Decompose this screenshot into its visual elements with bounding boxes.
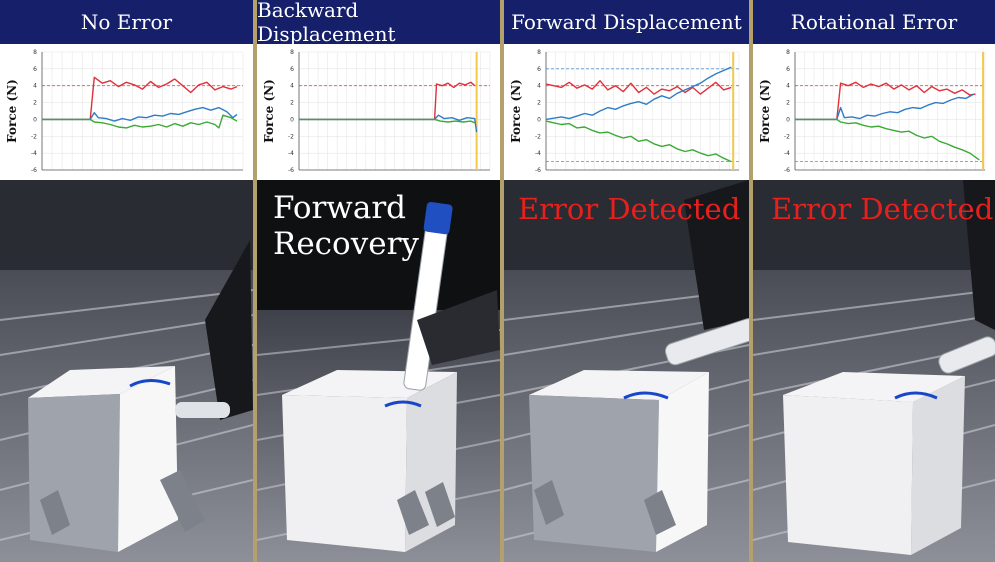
- panel-title: Backward Displacement: [257, 0, 500, 44]
- y-tick-label: 4: [537, 83, 541, 90]
- y-tick-label: 2: [290, 100, 294, 107]
- robot-scene-photo: [504, 180, 749, 562]
- y-tick-label: -2: [784, 133, 790, 140]
- force-chart-svg: -6 -4 -2 0 2 4 6 8 Force (N): [257, 44, 500, 180]
- y-tick-label: -6: [288, 167, 294, 174]
- y-tick-label: 8: [786, 49, 790, 56]
- y-axis-label: Force (N): [758, 79, 772, 143]
- y-tick-label: -4: [288, 150, 294, 157]
- panel-title: Forward Displacement: [504, 0, 749, 44]
- y-tick-label: -6: [31, 167, 37, 174]
- robot-scene-photo: [753, 180, 995, 562]
- overlay-caption: Error Detected: [771, 192, 993, 226]
- y-tick-label: 0: [537, 116, 541, 123]
- force-chart: -6 -4 -2 0 2 4 6 8 Force (N): [753, 44, 995, 180]
- y-tick-label: 4: [290, 83, 294, 90]
- y-axis-label: Force (N): [509, 79, 523, 143]
- series-line-blue: [299, 115, 477, 132]
- y-tick-label: 2: [786, 100, 790, 107]
- panel-rotational-error: Rotational Error -6 -4 -2 0 2 4 6 8 Force (N): [753, 0, 995, 562]
- series-line-red: [299, 82, 475, 119]
- y-axis-label: Force (N): [5, 79, 19, 143]
- series-line-green: [299, 119, 475, 122]
- y-tick-label: 2: [537, 100, 541, 107]
- panel-backward-displacement: Backward Displacement -6 -4 -2 0 2 4 6 8 Force (…: [257, 0, 500, 562]
- y-tick-label: -2: [31, 133, 37, 140]
- force-chart-svg: -6 -4 -2 0 2 4 6 8 Force (N): [0, 44, 253, 180]
- force-chart: -6 -4 -2 0 2 4 6 8 Force (N): [257, 44, 500, 180]
- y-tick-label: 6: [290, 66, 294, 73]
- y-tick-label: 8: [33, 49, 37, 56]
- overlay-caption: Forward Recovery: [273, 190, 433, 262]
- y-tick-label: -2: [535, 133, 541, 140]
- y-tick-label: 4: [786, 83, 790, 90]
- series-line-red: [42, 77, 237, 119]
- y-tick-label: -4: [784, 150, 790, 157]
- y-tick-label: 6: [33, 66, 37, 73]
- scene-illustration: [753, 180, 995, 562]
- y-tick-label: -6: [535, 167, 541, 174]
- y-tick-label: -2: [288, 133, 294, 140]
- y-tick-label: -4: [31, 150, 37, 157]
- y-tick-label: -4: [535, 150, 541, 157]
- y-tick-label: 0: [33, 116, 37, 123]
- force-chart-svg: -6 -4 -2 0 2 4 6 8 Force (N): [504, 44, 749, 180]
- series-line-green: [546, 121, 731, 162]
- force-chart: -6 -4 -2 0 2 4 6 8 Force (N): [504, 44, 749, 180]
- overlay-caption: Error Detected: [518, 192, 740, 226]
- y-tick-label: 0: [786, 116, 790, 123]
- series-line-red: [546, 81, 731, 94]
- force-chart: -6 -4 -2 0 2 4 6 8 Force (N): [0, 44, 253, 180]
- y-tick-label: 8: [290, 49, 294, 56]
- robot-scene-photo: [0, 180, 253, 562]
- y-tick-label: 8: [537, 49, 541, 56]
- y-tick-label: 0: [290, 116, 294, 123]
- y-axis-label: Force (N): [262, 79, 276, 143]
- panel-no-error: No Error -6 -4 -2 0 2 4 6 8 Force (N): [0, 0, 253, 562]
- force-chart-svg: -6 -4 -2 0 2 4 6 8 Force (N): [753, 44, 995, 180]
- series-line-blue: [546, 67, 731, 119]
- scene-illustration: [0, 180, 253, 562]
- y-tick-label: -6: [784, 167, 790, 174]
- scene-illustration: [504, 180, 749, 562]
- y-tick-label: 6: [786, 66, 790, 73]
- y-tick-label: 2: [33, 100, 37, 107]
- panel-forward-displacement: Forward Displacement -6 -4 -2 0 2 4 6 8 Force (N…: [504, 0, 749, 562]
- panel-title: No Error: [0, 0, 253, 44]
- y-tick-label: 4: [33, 83, 37, 90]
- series-line-green: [795, 119, 979, 159]
- y-tick-label: 6: [537, 66, 541, 73]
- panel-title: Rotational Error: [753, 0, 995, 44]
